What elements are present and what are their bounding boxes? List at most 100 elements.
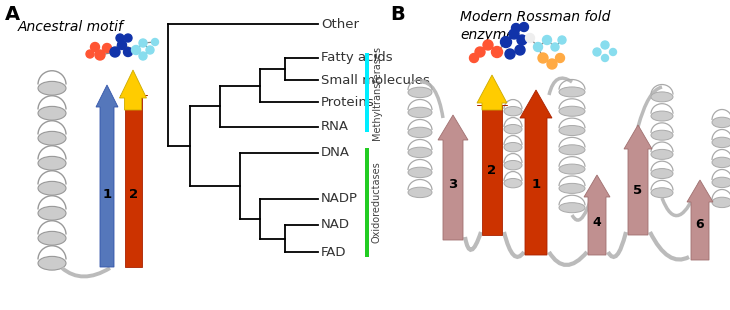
Circle shape	[505, 49, 515, 59]
Circle shape	[95, 50, 105, 60]
Ellipse shape	[712, 117, 730, 128]
Ellipse shape	[651, 149, 673, 159]
Circle shape	[610, 48, 617, 55]
Circle shape	[116, 34, 124, 42]
Ellipse shape	[559, 203, 585, 213]
Text: Oxidoreductases: Oxidoreductases	[372, 162, 382, 243]
Text: RNA: RNA	[321, 121, 349, 134]
Ellipse shape	[559, 126, 585, 135]
FancyArrow shape	[438, 115, 468, 240]
Text: Modern Rossman fold
enzyme: Modern Rossman fold enzyme	[460, 10, 610, 42]
Circle shape	[146, 46, 154, 54]
Ellipse shape	[559, 87, 585, 97]
Text: 1: 1	[102, 188, 112, 202]
Ellipse shape	[504, 125, 522, 134]
Ellipse shape	[408, 147, 432, 157]
Text: 2: 2	[129, 188, 139, 202]
Text: Small molecules: Small molecules	[321, 73, 430, 86]
Text: 1: 1	[531, 179, 540, 192]
Text: A: A	[5, 5, 20, 24]
Ellipse shape	[504, 161, 522, 170]
Text: 3: 3	[448, 179, 458, 192]
Circle shape	[593, 48, 601, 56]
Circle shape	[602, 55, 609, 61]
Circle shape	[547, 59, 557, 69]
FancyArrow shape	[520, 90, 552, 255]
Text: B: B	[390, 5, 404, 24]
Text: 5: 5	[634, 184, 642, 197]
Text: NADP: NADP	[321, 193, 358, 206]
Ellipse shape	[38, 156, 66, 170]
Bar	[365, 148, 369, 257]
Circle shape	[475, 47, 485, 57]
Ellipse shape	[712, 177, 730, 188]
Ellipse shape	[651, 188, 673, 198]
Text: NAD: NAD	[321, 219, 350, 232]
Circle shape	[601, 41, 609, 49]
Text: 4: 4	[593, 215, 602, 228]
Ellipse shape	[651, 92, 673, 102]
Circle shape	[538, 53, 548, 63]
Ellipse shape	[712, 137, 730, 148]
FancyArrow shape	[120, 95, 147, 267]
Text: Other: Other	[321, 17, 359, 30]
Circle shape	[483, 40, 493, 50]
Ellipse shape	[559, 184, 585, 193]
Circle shape	[139, 52, 147, 60]
Ellipse shape	[651, 169, 673, 179]
Ellipse shape	[712, 157, 730, 168]
Ellipse shape	[408, 127, 432, 138]
FancyArrow shape	[96, 85, 118, 267]
Ellipse shape	[38, 131, 66, 145]
Text: 2: 2	[488, 163, 496, 176]
FancyArrow shape	[477, 75, 507, 110]
FancyArrow shape	[624, 125, 652, 235]
Ellipse shape	[408, 107, 432, 117]
Ellipse shape	[651, 130, 673, 140]
Circle shape	[152, 38, 158, 46]
Ellipse shape	[408, 87, 432, 98]
Ellipse shape	[38, 81, 66, 95]
Ellipse shape	[559, 164, 585, 174]
Circle shape	[526, 33, 534, 42]
Ellipse shape	[408, 167, 432, 178]
FancyArrow shape	[687, 180, 713, 260]
Circle shape	[558, 36, 566, 44]
Circle shape	[110, 47, 120, 57]
Circle shape	[131, 46, 140, 55]
Ellipse shape	[559, 106, 585, 116]
Circle shape	[515, 45, 525, 55]
Circle shape	[123, 47, 133, 56]
Circle shape	[86, 50, 94, 58]
Text: Methyltransferases: Methyltransferases	[372, 46, 382, 140]
Circle shape	[520, 23, 529, 32]
Circle shape	[542, 36, 551, 45]
Ellipse shape	[504, 106, 522, 116]
Text: 6: 6	[696, 219, 704, 232]
Text: DNA: DNA	[321, 147, 350, 160]
Bar	[365, 53, 369, 132]
Circle shape	[91, 42, 99, 51]
Ellipse shape	[38, 206, 66, 220]
Circle shape	[124, 34, 132, 42]
Circle shape	[509, 29, 519, 39]
FancyArrow shape	[584, 175, 610, 255]
Circle shape	[118, 41, 126, 50]
Ellipse shape	[38, 181, 66, 195]
Text: FAD: FAD	[321, 246, 347, 259]
Ellipse shape	[504, 179, 522, 188]
Circle shape	[469, 54, 478, 63]
Ellipse shape	[38, 231, 66, 245]
Circle shape	[491, 46, 502, 57]
Ellipse shape	[504, 143, 522, 152]
Text: Ancestral motif: Ancestral motif	[18, 20, 124, 34]
Ellipse shape	[559, 145, 585, 155]
Ellipse shape	[651, 111, 673, 121]
Circle shape	[551, 43, 559, 51]
Text: Proteins: Proteins	[321, 95, 374, 108]
Circle shape	[102, 43, 112, 52]
Ellipse shape	[712, 197, 730, 208]
Text: Fatty acids: Fatty acids	[321, 51, 393, 64]
Ellipse shape	[408, 187, 432, 197]
Circle shape	[501, 37, 512, 47]
